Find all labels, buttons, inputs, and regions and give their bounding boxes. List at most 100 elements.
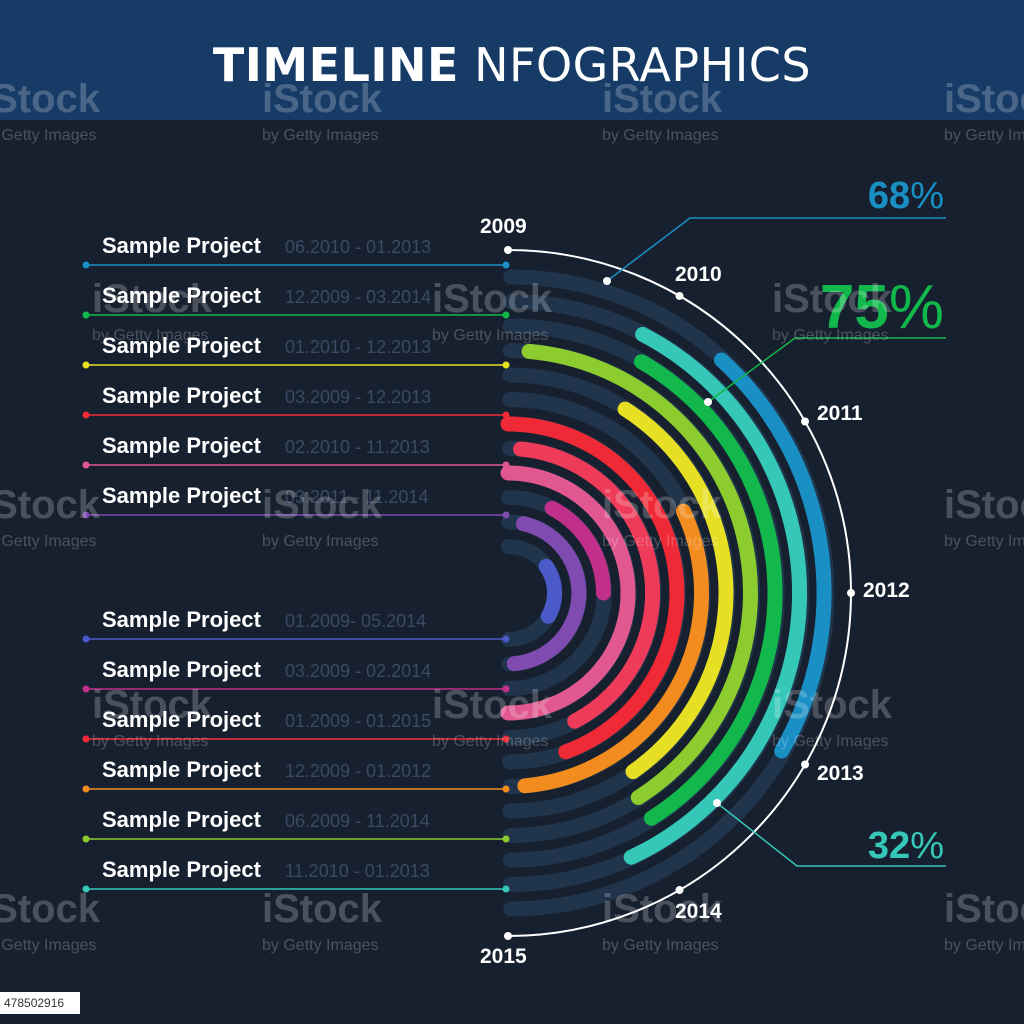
project-name: Sample Project bbox=[102, 433, 262, 458]
leader-dot bbox=[82, 685, 90, 693]
year-label: 2013 bbox=[817, 762, 864, 785]
watermark-tagline: by Getty Images bbox=[92, 327, 209, 344]
year-label: 2014 bbox=[675, 900, 722, 923]
leader-dot bbox=[82, 835, 90, 843]
watermark-tagline: by Getty Images bbox=[772, 733, 889, 750]
watermark-tagline: by Getty Images bbox=[944, 937, 1024, 954]
leader-dot bbox=[502, 261, 510, 269]
callout-dot bbox=[603, 277, 611, 285]
project-arc bbox=[714, 352, 832, 759]
percent-value: 75 bbox=[820, 273, 889, 342]
project-arc bbox=[517, 503, 709, 794]
watermark-tagline: by Getty Images bbox=[92, 733, 209, 750]
year-dot bbox=[801, 760, 810, 769]
callout-line bbox=[606, 217, 946, 282]
watermark-brand: iStock bbox=[602, 887, 723, 931]
leader-dot bbox=[82, 311, 90, 319]
watermark-tagline: by Getty Images bbox=[0, 533, 97, 550]
project-name: Sample Project bbox=[102, 383, 262, 408]
project-dates: 03.2011 - 11.2014 bbox=[285, 487, 428, 507]
project-arc bbox=[538, 558, 562, 624]
project-dates: 12.2009 - 03.2014 bbox=[285, 287, 431, 307]
project-name: Sample Project bbox=[102, 607, 262, 632]
project-dates: 12.2009 - 01.2012 bbox=[285, 761, 431, 781]
year-dot bbox=[801, 417, 810, 426]
watermark-brand: iStock bbox=[0, 887, 101, 931]
watermark-tagline: by Getty Images bbox=[602, 127, 719, 144]
watermark-brand: iStock bbox=[0, 77, 101, 121]
leader-dot bbox=[82, 411, 90, 419]
percent-sign: % bbox=[910, 825, 944, 867]
leader-dot bbox=[82, 735, 90, 743]
watermark-brand: iStock bbox=[262, 483, 383, 527]
leader-dot bbox=[502, 735, 510, 743]
watermark-brand: iStock bbox=[944, 483, 1024, 527]
watermark-tagline: by Getty Images bbox=[262, 533, 379, 550]
leader-dot bbox=[82, 885, 90, 893]
watermark-tagline: by Getty Images bbox=[944, 533, 1024, 550]
watermark-tagline: by Getty Images bbox=[772, 327, 889, 344]
project-name: Sample Project bbox=[102, 657, 262, 682]
watermark-brand: iStock bbox=[262, 887, 383, 931]
watermark-tagline: by Getty Images bbox=[944, 127, 1024, 144]
leader-dot bbox=[82, 511, 90, 519]
year-dot bbox=[675, 886, 684, 895]
percent-sign: % bbox=[889, 273, 944, 342]
project-arc bbox=[521, 343, 758, 805]
project-dates: 03.2009 - 12.2013 bbox=[285, 387, 431, 407]
project-arc bbox=[500, 416, 685, 760]
leader-dot bbox=[82, 361, 90, 369]
watermark-brand: iStock bbox=[772, 277, 893, 321]
leader-dot bbox=[82, 461, 90, 469]
project-arc bbox=[617, 401, 734, 780]
project-arc bbox=[506, 516, 587, 672]
project-name: Sample Project bbox=[102, 483, 262, 508]
project-dates: 03.2009 - 02.2014 bbox=[285, 661, 431, 681]
leader-dot bbox=[82, 261, 90, 269]
header-banner bbox=[0, 0, 1024, 120]
watermark-brand: iStock bbox=[262, 77, 383, 121]
watermark-tagline: by Getty Images bbox=[262, 937, 379, 954]
year-label: 2012 bbox=[863, 579, 910, 602]
callout-line bbox=[716, 802, 946, 867]
project-arc bbox=[544, 500, 611, 601]
project-name: Sample Project bbox=[102, 283, 262, 308]
watermark-tagline: by Getty Images bbox=[0, 127, 97, 144]
year-dot bbox=[504, 932, 512, 940]
watermark-brand: iStock bbox=[944, 77, 1024, 121]
leader-dot bbox=[82, 785, 90, 793]
watermark-brand: iStock bbox=[602, 483, 723, 527]
project-dates: 06.2009 - 11.2014 bbox=[285, 811, 430, 831]
percent-sign: % bbox=[910, 175, 944, 217]
watermark-tagline: by Getty Images bbox=[432, 733, 549, 750]
project-dates: 01.2010 - 12.2013 bbox=[285, 337, 431, 357]
callout-dot bbox=[713, 799, 721, 807]
watermark-brand: iStock bbox=[432, 683, 553, 727]
leader-dot bbox=[502, 785, 510, 793]
leader-dot bbox=[502, 461, 510, 469]
percent-label: 68% bbox=[868, 175, 944, 217]
callout-line bbox=[707, 337, 946, 403]
year-label: 2011 bbox=[817, 402, 863, 425]
year-dot bbox=[847, 589, 855, 597]
project-name: Sample Project bbox=[102, 757, 262, 782]
watermark-brand: iStock bbox=[432, 277, 553, 321]
watermark-brand: iStock bbox=[772, 683, 893, 727]
project-arc bbox=[500, 465, 636, 721]
leader-dot bbox=[82, 635, 90, 643]
watermark-tagline: by Getty Images bbox=[602, 533, 719, 550]
year-dot bbox=[504, 246, 512, 254]
callout-dot bbox=[704, 398, 712, 406]
watermark-brand: iStock bbox=[0, 483, 101, 527]
watermark-tagline: by Getty Images bbox=[602, 937, 719, 954]
leader-dot bbox=[502, 835, 510, 843]
percent-value: 68 bbox=[868, 175, 910, 217]
project-name: Sample Project bbox=[102, 233, 262, 258]
year-label: 2010 bbox=[675, 263, 722, 286]
watermark-brand: iStock bbox=[944, 887, 1024, 931]
year-label: 2015 bbox=[480, 945, 527, 968]
watermark-brand: iStock bbox=[92, 277, 213, 321]
stock-id: 478502916 bbox=[0, 992, 80, 1014]
project-arc bbox=[634, 354, 783, 826]
watermark-brand: iStock bbox=[602, 77, 723, 121]
